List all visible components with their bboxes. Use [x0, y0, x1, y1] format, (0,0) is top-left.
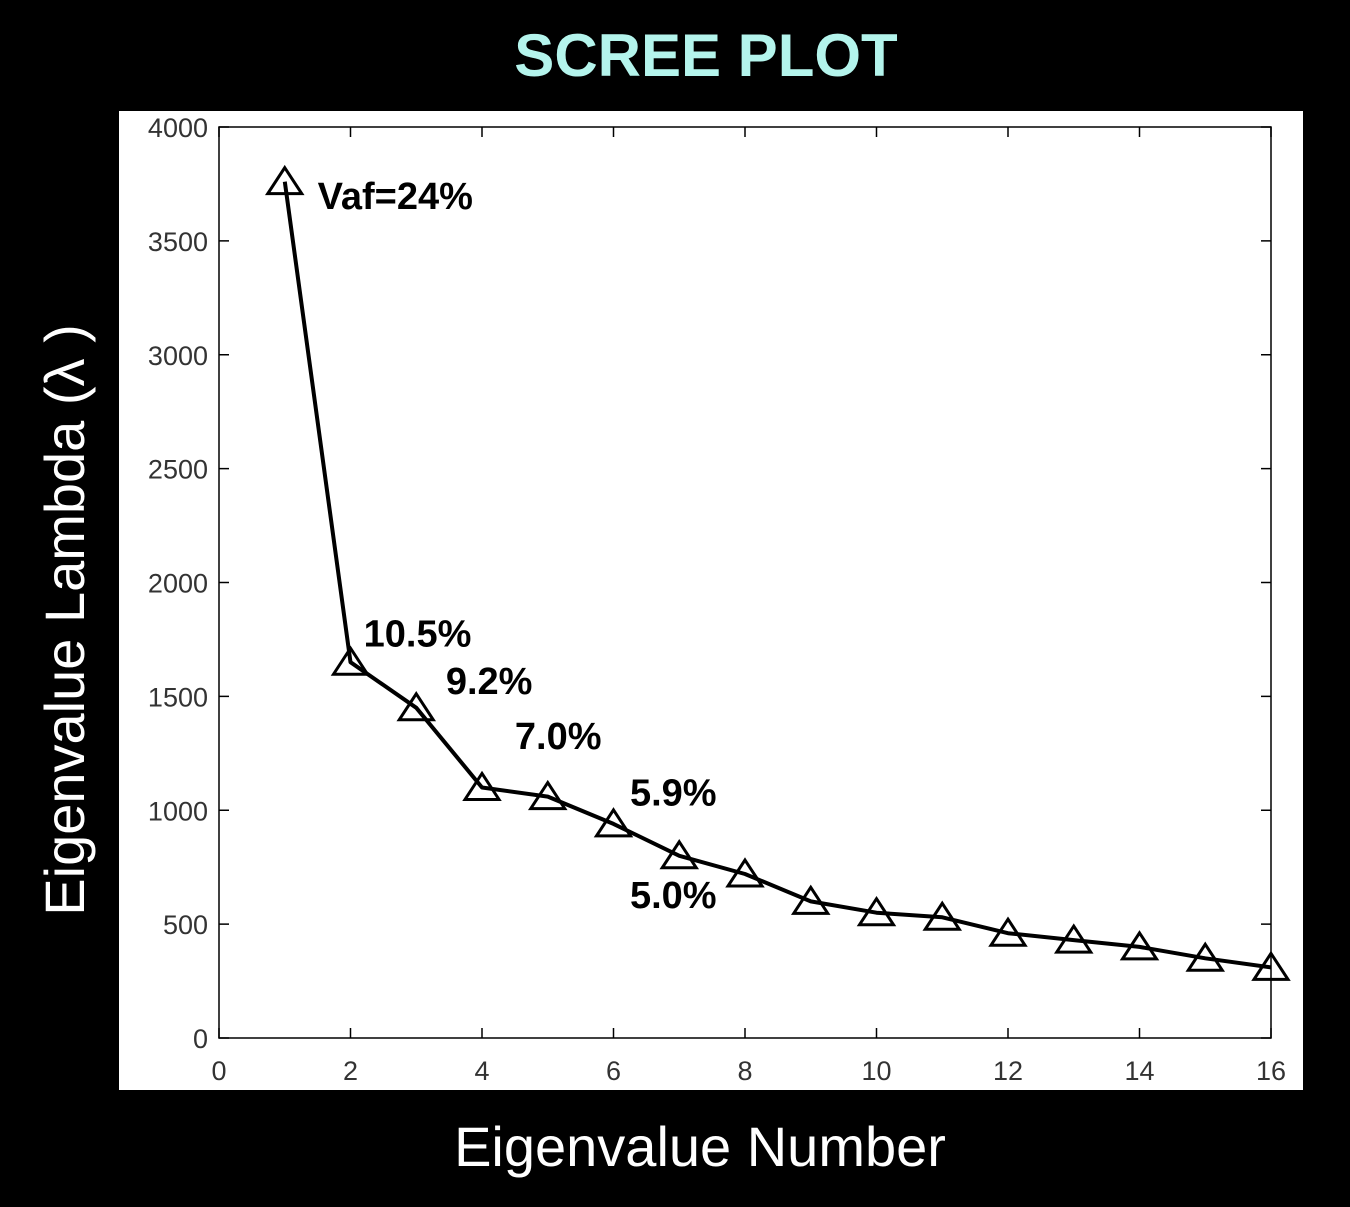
x-tick-label: 2: [343, 1056, 358, 1086]
variance-annotation: 5.9%: [630, 773, 717, 815]
x-tick-label: 6: [606, 1056, 621, 1086]
data-point-marker: [1251, 950, 1291, 981]
data-point-marker: [330, 645, 371, 676]
x-tick-label: 14: [1124, 1056, 1154, 1086]
y-tick-label: 0: [193, 1024, 208, 1054]
x-tick-label: 12: [993, 1056, 1023, 1086]
y-tick-label: 2000: [148, 569, 208, 599]
data-point-marker: [659, 839, 700, 870]
annotations: Vaf=24% 10.5% 9.2% 7.0% 5.9% 5.0%: [318, 176, 717, 917]
x-tick-label: 0: [211, 1056, 226, 1086]
data-point-marker: [856, 895, 897, 927]
variance-annotation: 9.2%: [446, 661, 533, 703]
data-point-marker: [988, 916, 1028, 947]
y-tick-label: 1500: [148, 682, 208, 712]
data-point-marker: [1185, 941, 1226, 972]
y-tick-label: 1000: [148, 796, 208, 826]
data-point-marker: [264, 164, 305, 196]
axis-ticks: [218, 126, 1272, 1039]
x-tick-label: 4: [474, 1056, 489, 1086]
data-point-marker: [462, 770, 502, 801]
chart-title: SCREE PLOT: [514, 22, 897, 89]
x-tick-label: 10: [861, 1056, 891, 1086]
data-point-marker: [593, 807, 634, 838]
variance-annotation: 7.0%: [515, 716, 602, 758]
y-tick-label: 2500: [148, 455, 208, 485]
data-point-marker: [790, 884, 831, 915]
x-tick-label: 8: [737, 1056, 752, 1086]
y-tick-label: 500: [163, 910, 208, 940]
variance-annotation: 10.5%: [364, 613, 472, 655]
y-tick-labels: 0 500 1000 1500 2000 2500 3000 3500 4000: [148, 113, 208, 1054]
y-tick-label: 4000: [148, 113, 208, 143]
data-point-marker: [527, 779, 568, 811]
series-line: [282, 181, 1272, 970]
variance-annotation: 5.0%: [630, 875, 717, 917]
data-point-marker: [922, 900, 963, 931]
x-axis-label: Eigenvalue Number: [454, 1115, 946, 1178]
plot-area-background: [119, 111, 1303, 1090]
y-axis-label: Eigenvalue Lambda (λ ): [33, 324, 96, 915]
data-point-marker: [725, 857, 765, 888]
series-markers: [264, 164, 1291, 981]
x-tick-label: 16: [1256, 1056, 1286, 1086]
y-tick-label: 3000: [148, 341, 208, 371]
x-tick-labels: 0 2 4 6 8 10 12 14 16: [211, 1056, 1286, 1086]
y-tick-label: 3500: [148, 227, 208, 257]
data-point-marker: [1053, 923, 1094, 954]
data-point-marker: [396, 691, 437, 722]
data-point-marker: [1119, 930, 1160, 961]
variance-annotation: Vaf=24%: [318, 176, 473, 218]
